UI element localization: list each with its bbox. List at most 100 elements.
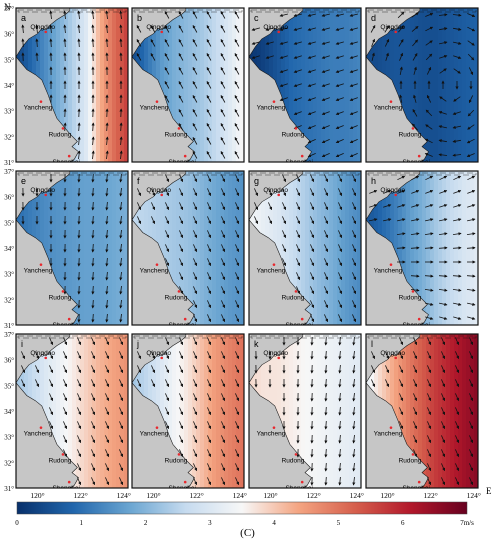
wind-vector-arrow [349,153,358,158]
wind-vector-arrow [338,350,342,360]
wind-vector-arrow [455,449,460,458]
wind-vector-arrow [425,40,433,46]
wind-vector-arrow [207,188,212,197]
wind-vector-arrow [469,393,474,402]
city-marker [177,127,181,130]
wind-vector-arrow [49,10,53,20]
wind-vector-arrow [77,449,82,458]
wind-vector-arrow [220,122,226,131]
wind-speed-band [76,8,81,162]
wind-vector-arrow [206,10,212,19]
wind-vector-arrow [324,314,329,323]
wind-vector-arrow [296,272,301,281]
lat-tick-label: 34° [4,408,14,416]
wind-speed-band [446,8,451,162]
wind-speed-band [289,171,294,325]
wind-vector-arrow [410,246,420,250]
wind-speed-band [212,171,217,325]
wind-vector-arrow [452,274,462,278]
wind-vector-arrow [411,12,419,18]
panel-label: a [21,13,26,23]
panel-frame [131,170,245,326]
wind-vector-arrow [91,285,95,295]
wind-vector-arrow [427,337,432,346]
wind-speed-band [422,171,427,325]
wind-vector-arrow [467,316,476,320]
wind-vector-arrow [192,136,198,145]
city-marker [300,317,304,321]
wind-vector-arrow [207,258,212,267]
wind-vector-arrow [77,136,81,146]
wind-speed-band [216,334,221,488]
wind-speed-band [68,334,73,488]
wind-speed-band [313,171,318,325]
wind-speed-band [333,8,338,162]
wind-vector-arrow [441,351,446,360]
wind-speed-band [168,334,173,488]
city-label: Yancheng [24,105,53,112]
wind-vector-arrow [206,122,212,131]
wind-speed-band [406,334,411,488]
wind-vector-arrow [455,463,460,472]
wind-vector-arrow [235,174,240,183]
wind-speed-band [120,8,125,162]
wind-vector-arrow [63,351,68,360]
wind-vector-arrow [49,351,54,360]
wind-speed-band [414,8,419,162]
wind-speed-band [454,334,459,488]
wind-vector-arrow [91,393,96,402]
wind-vector-arrow [207,174,212,183]
shandong-land [16,334,71,384]
wind-vector-arrow [399,351,404,360]
wind-vector-arrow [413,66,417,75]
wind-vector-arrow [91,337,96,346]
wind-vector-arrow [335,41,344,45]
lat-tick-label: 32° [4,133,14,141]
wind-vector-arrow [438,246,448,250]
wind-vector-arrow [439,302,448,306]
figure-caption: (C) [240,527,255,539]
wind-vector-arrow [279,83,288,87]
wind-vector-arrow [438,111,447,115]
wind-vector-arrow [136,24,142,33]
wind-speed-band [305,8,310,162]
wind-speed-band [402,8,407,162]
wind-vector-arrow [352,420,356,430]
city-label: Yancheng [257,105,286,112]
wind-speed-band [108,8,113,162]
wind-vector-arrow [207,379,212,388]
wind-vector-arrow [439,316,448,320]
wind-vector-arrow [324,392,328,402]
wind-vector-arrow [338,378,342,388]
wind-vector-arrow [307,55,316,59]
wind-vector-arrow [235,379,240,388]
wind-vector-arrow [296,174,301,183]
city-label: Yancheng [374,105,403,112]
wind-speed-band [293,334,298,488]
wind-vector-arrow [35,24,39,34]
wind-vector-arrow [427,379,432,388]
wind-vector-arrow [21,24,25,34]
wind-speed-band [172,334,177,488]
wind-vector-arrow [371,38,376,47]
city-label: Yancheng [257,431,286,438]
wind-speed-band [72,171,77,325]
wind-vector-arrow [193,258,198,267]
wind-vector-arrow [413,379,418,388]
wind-vector-arrow [452,246,462,250]
wind-vector-arrow [307,111,316,115]
wind-vector-arrow [324,272,329,281]
wind-speed-band [434,8,439,162]
wind-vector-arrow [282,216,287,225]
wind-vector-arrow [235,314,240,323]
lon-tick-label: 122° [73,491,87,500]
wind-speed-band [56,334,61,488]
wind-vector-arrow [321,69,330,73]
city-label: Qingdao [263,187,288,194]
wind-speed-band [293,171,298,325]
wind-vector-arrow [119,122,123,132]
wind-vector-arrow [193,351,198,360]
wind-vector-arrow [91,24,95,34]
wind-vector-arrow [179,188,184,197]
wind-vector-arrow [136,38,142,47]
